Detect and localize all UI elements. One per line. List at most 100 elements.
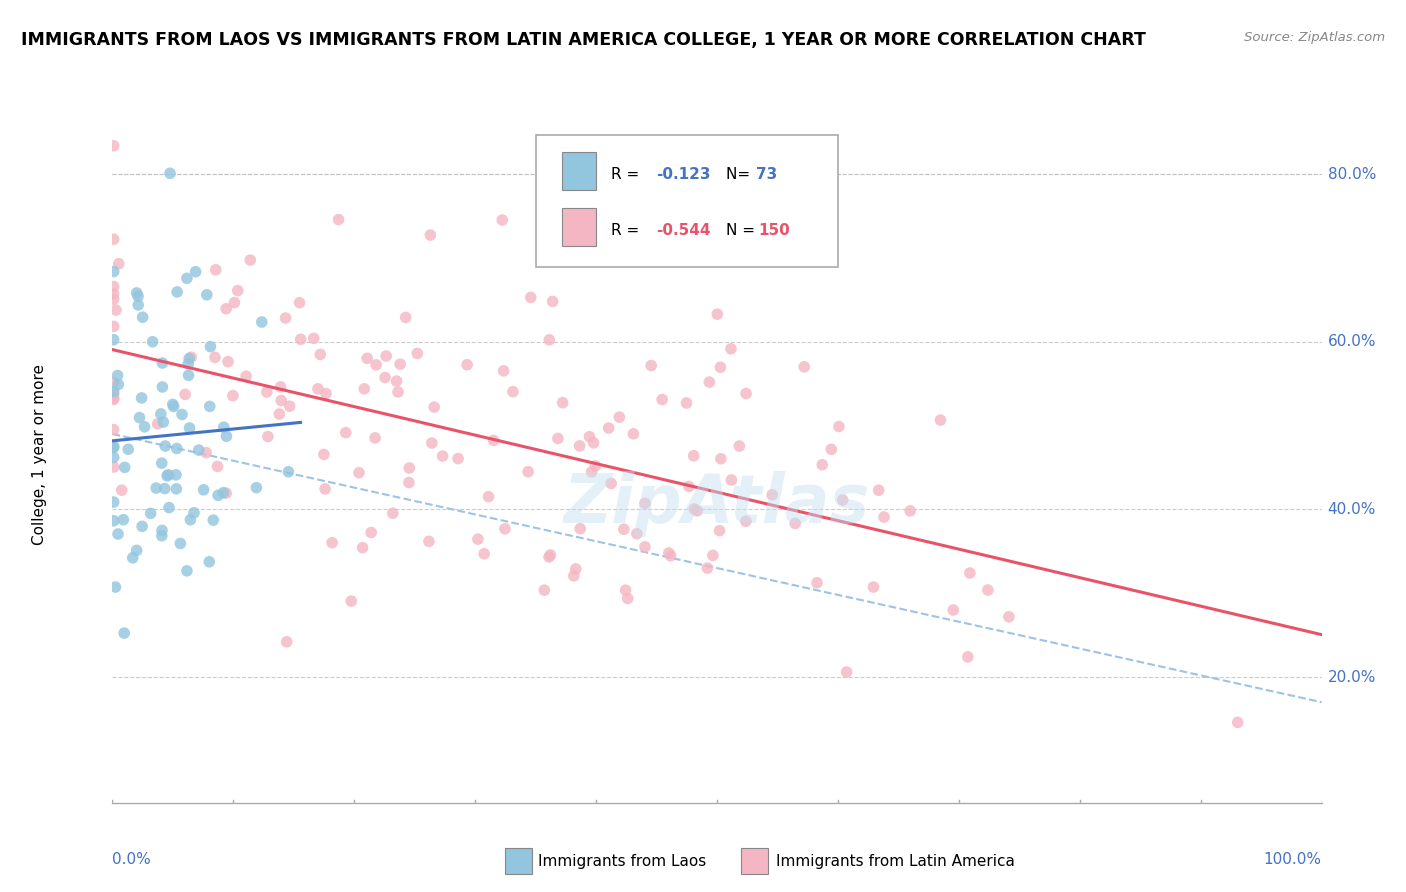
- Point: [651, 392, 673, 407]
- Point: [111, 483, 134, 498]
- Point: [831, 493, 853, 508]
- Point: [103, 495, 125, 509]
- Point: [785, 516, 807, 531]
- Point: [103, 232, 125, 246]
- Text: Source: ZipAtlas.com: Source: ZipAtlas.com: [1244, 31, 1385, 45]
- Point: [105, 303, 128, 318]
- Point: [720, 473, 742, 487]
- Point: [152, 415, 174, 429]
- Point: [423, 400, 446, 414]
- Point: [793, 359, 815, 374]
- Point: [112, 626, 135, 640]
- Point: [626, 526, 648, 541]
- Point: [482, 434, 505, 448]
- Point: [276, 635, 298, 649]
- Point: [239, 253, 262, 268]
- Point: [364, 431, 387, 445]
- Point: [215, 429, 238, 443]
- Point: [600, 476, 623, 491]
- Point: [226, 284, 249, 298]
- Text: 73: 73: [756, 168, 778, 183]
- Point: [215, 486, 238, 500]
- Point: [494, 522, 516, 536]
- Bar: [741, 848, 768, 874]
- Point: [146, 417, 169, 431]
- Point: [366, 358, 388, 372]
- Point: [385, 374, 408, 388]
- Point: [502, 384, 524, 399]
- Point: [456, 358, 478, 372]
- Point: [127, 289, 149, 303]
- Point: [103, 387, 125, 401]
- Point: [873, 510, 896, 524]
- Point: [477, 490, 499, 504]
- Point: [127, 298, 149, 312]
- Point: [419, 228, 441, 243]
- Point: [207, 459, 229, 474]
- Point: [150, 529, 173, 543]
- Point: [222, 389, 245, 403]
- Point: [165, 482, 187, 496]
- Point: [533, 583, 555, 598]
- Point: [340, 594, 363, 608]
- Point: [686, 504, 709, 518]
- Point: [155, 439, 177, 453]
- Point: [166, 285, 188, 299]
- Point: [153, 482, 176, 496]
- Point: [125, 285, 148, 300]
- Point: [107, 368, 129, 383]
- Point: [157, 467, 180, 482]
- Point: [103, 333, 125, 347]
- Point: [212, 485, 235, 500]
- Point: [103, 138, 125, 153]
- Point: [193, 483, 215, 497]
- Text: R =: R =: [610, 223, 644, 238]
- Point: [166, 442, 188, 456]
- Point: [706, 307, 728, 321]
- Text: 150: 150: [758, 223, 790, 238]
- Point: [302, 331, 325, 345]
- Point: [564, 562, 586, 576]
- Point: [131, 519, 153, 533]
- Point: [537, 549, 560, 564]
- Point: [131, 391, 153, 405]
- Point: [406, 346, 429, 360]
- Point: [103, 392, 125, 407]
- Text: 60.0%: 60.0%: [1327, 334, 1376, 350]
- Point: [353, 382, 375, 396]
- Point: [956, 649, 979, 664]
- Point: [212, 420, 235, 434]
- Point: [678, 479, 700, 493]
- Point: [360, 525, 382, 540]
- Point: [131, 310, 153, 325]
- Point: [551, 395, 574, 409]
- Text: 40.0%: 40.0%: [1327, 502, 1376, 516]
- Text: N=: N=: [725, 168, 755, 183]
- Point: [820, 442, 842, 457]
- Point: [224, 295, 246, 310]
- Point: [598, 421, 620, 435]
- Point: [634, 496, 657, 510]
- Point: [547, 432, 569, 446]
- Point: [162, 397, 184, 411]
- Point: [356, 351, 378, 366]
- Point: [288, 295, 311, 310]
- Text: R =: R =: [610, 168, 644, 183]
- Point: [614, 583, 637, 598]
- Bar: [506, 848, 531, 874]
- Point: [200, 340, 222, 354]
- Point: [179, 421, 201, 435]
- Point: [198, 400, 221, 414]
- Point: [696, 561, 718, 575]
- Point: [381, 506, 404, 520]
- Point: [616, 591, 638, 606]
- FancyBboxPatch shape: [536, 135, 838, 267]
- Point: [314, 482, 336, 496]
- Point: [702, 549, 724, 563]
- Point: [125, 543, 148, 558]
- Text: Immigrants from Latin America: Immigrants from Latin America: [776, 854, 1015, 869]
- Point: [103, 292, 125, 306]
- Point: [103, 286, 125, 301]
- Point: [134, 419, 156, 434]
- Point: [128, 410, 150, 425]
